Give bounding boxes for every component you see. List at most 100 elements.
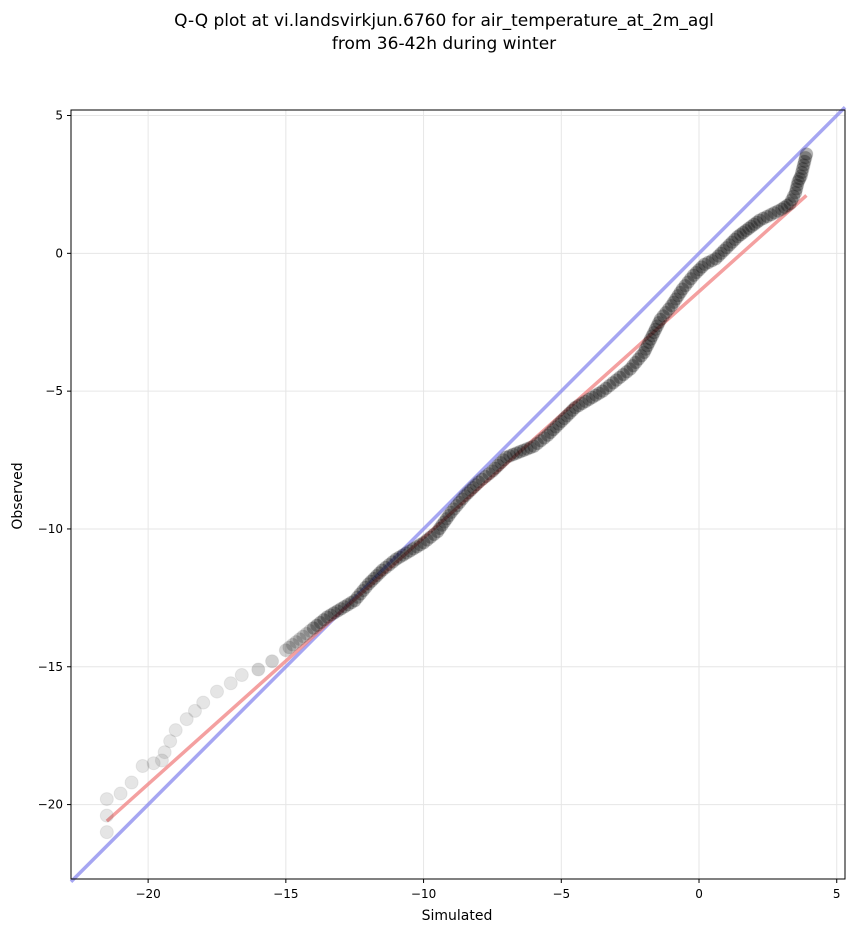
quantile-point [350, 590, 365, 605]
quantile-point [179, 712, 194, 727]
x-axis-ticks: −20 −15 −10 −5 0 5 [135, 879, 841, 901]
quantile-point [530, 436, 545, 451]
quantile-point [471, 475, 486, 490]
quantile-point [146, 756, 161, 771]
quantile-point [526, 439, 541, 454]
quantile-point [434, 518, 449, 533]
quantile-point [537, 430, 552, 445]
quantile-point [648, 322, 663, 337]
chart-title-line-2: from 36-42h during winter [332, 34, 556, 54]
quantile-point [725, 235, 740, 250]
quantile-point [423, 530, 438, 545]
quantile-point [631, 352, 646, 367]
quantile-point [502, 448, 517, 463]
y-axis-ticks: −20 −15 −10 −5 0 5 [38, 109, 71, 812]
quantile-point [609, 373, 624, 388]
quantile-point [646, 325, 661, 340]
grid-lines [71, 110, 845, 879]
quantile-point [619, 364, 634, 379]
quantile-point [592, 386, 607, 401]
quantile-point [736, 225, 751, 240]
quantile-point [430, 524, 445, 539]
quantile-point [369, 568, 384, 583]
quantile-point [798, 150, 813, 165]
quantile-point [628, 355, 643, 370]
quantile-point [382, 557, 397, 572]
quantile-point [330, 603, 345, 618]
quantile-point [366, 571, 381, 586]
quantile-point [420, 532, 435, 547]
quantile-point [157, 745, 172, 760]
fit-line [105, 194, 808, 823]
quantile-point [468, 477, 483, 492]
quantile-point [704, 253, 719, 268]
quantile-point [135, 758, 150, 773]
quantile-point [578, 394, 593, 409]
quantile-point [355, 583, 370, 598]
quantile-point [282, 640, 297, 655]
quantile-point [661, 302, 676, 317]
quantile-point [337, 599, 352, 614]
quantile-point [292, 632, 307, 647]
quantile-point [625, 358, 640, 373]
quantile-point [347, 593, 362, 608]
quantile-point [796, 158, 811, 173]
quantile-point [774, 202, 789, 217]
quantile-point [767, 205, 782, 220]
quantile-point [389, 552, 404, 567]
quantile-point [449, 498, 464, 513]
quantile-point [316, 612, 331, 627]
quantile-point [689, 265, 704, 280]
quantile-point [770, 204, 785, 219]
quantile-point [99, 792, 114, 807]
quantile-points [99, 147, 814, 840]
quantile-point [641, 335, 656, 350]
quantile-point [327, 606, 342, 621]
quantile-point [694, 260, 709, 275]
quantile-point [708, 251, 723, 266]
quantile-point [481, 466, 496, 481]
quantile-point [265, 654, 280, 669]
quantile-point [782, 196, 797, 211]
quantile-point [466, 480, 481, 495]
x-tick-label: −20 [135, 887, 160, 901]
quantile-point [588, 388, 603, 403]
quantile-point [675, 282, 690, 297]
quantile-point [441, 508, 456, 523]
quantile-point [551, 417, 566, 432]
quantile-point [557, 411, 572, 426]
quantile-point [799, 147, 814, 162]
quantile-point [701, 255, 716, 270]
quantile-point [671, 288, 686, 303]
quantile-point [488, 461, 503, 476]
quantile-point [378, 560, 393, 575]
quantile-point [320, 610, 335, 625]
quantile-point [223, 676, 238, 691]
x-axis-label: Simulated [422, 908, 493, 924]
x-tick-label: 5 [833, 887, 841, 901]
quantile-point [780, 198, 795, 213]
quantile-point [340, 597, 355, 612]
quantile-point [124, 775, 139, 790]
quantile-point [519, 442, 534, 457]
quantile-point [719, 240, 734, 255]
quantile-point [512, 444, 527, 459]
quantile-point [452, 495, 467, 510]
quantile-point [416, 535, 431, 550]
quantile-point [546, 422, 561, 437]
quantile-point [463, 483, 478, 498]
quantile-point [395, 548, 410, 563]
quantile-point [485, 464, 500, 479]
quantile-point [792, 171, 807, 186]
x-tick-label: 0 [695, 887, 703, 901]
quantile-point [686, 268, 701, 283]
quantile-point [444, 505, 459, 520]
quantile-point [548, 419, 563, 434]
quantile-point [640, 338, 655, 353]
quantile-point [697, 257, 712, 272]
quantile-point [439, 511, 454, 526]
quantile-point [653, 312, 668, 327]
quantile-point [493, 455, 508, 470]
quantile-point [251, 662, 266, 677]
quantile-point [777, 200, 792, 215]
